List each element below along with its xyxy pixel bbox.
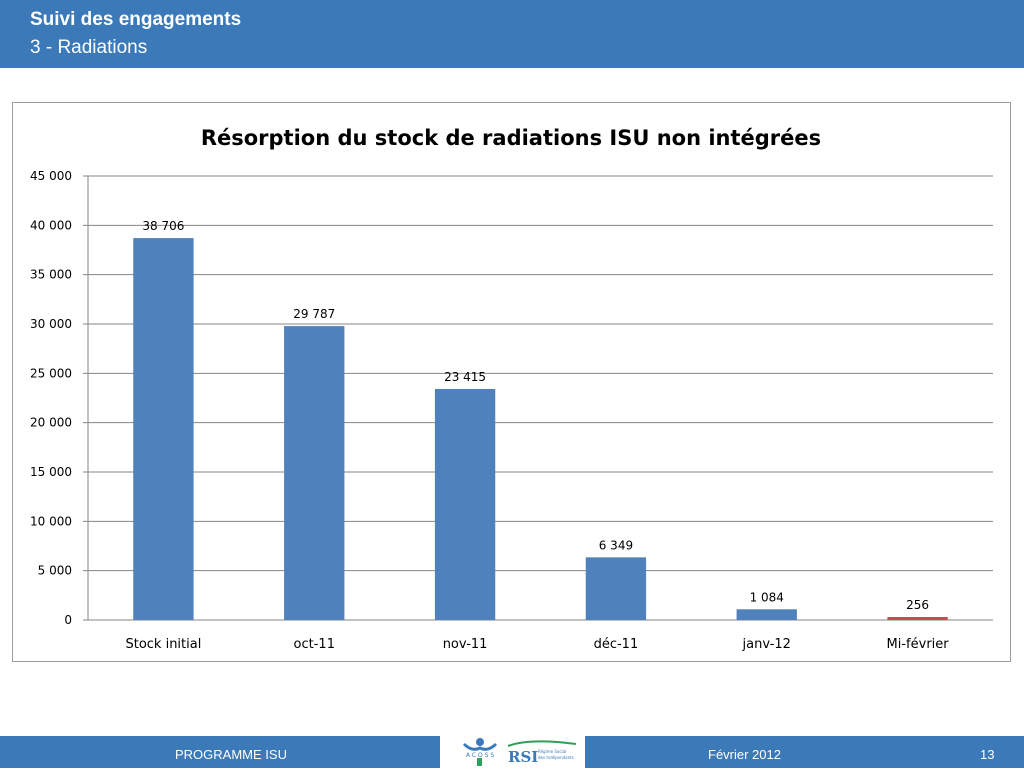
bar-1 <box>284 326 345 620</box>
bar-chart: Résorption du stock de radiations ISU no… <box>30 126 993 652</box>
y-tick-label: 25 000 <box>30 366 72 380</box>
chart-title: Résorption du stock de radiations ISU no… <box>201 126 821 150</box>
footer-logos: A C O S S RSI Régime Social des Indépend… <box>440 736 585 768</box>
data-label: 256 <box>906 598 929 612</box>
data-label: 6 349 <box>599 538 633 552</box>
data-label: 23 415 <box>444 370 486 384</box>
slide-title: Suivi des engagements <box>30 9 242 30</box>
footer-program: PROGRAMME ISU <box>175 747 287 762</box>
y-tick-label: 35 000 <box>30 268 72 282</box>
x-tick-label: janv-12 <box>742 637 791 652</box>
acoss-logo-text: A C O S S <box>466 752 494 759</box>
x-tick-label: Mi-février <box>887 637 950 652</box>
rsi-swoosh-icon <box>507 740 577 747</box>
slide-subtitle: 3 - Radiations <box>30 37 148 58</box>
data-label: 38 706 <box>142 219 184 233</box>
y-tick-label: 40 000 <box>30 218 72 232</box>
x-tick-label: déc-11 <box>594 637 639 652</box>
x-tick-label: Stock initial <box>125 637 201 652</box>
rsi-logo-text: RSI <box>508 748 538 766</box>
y-tick-label: 20 000 <box>30 416 72 430</box>
y-tick-label: 15 000 <box>30 465 72 479</box>
x-tick-label: oct-11 <box>294 637 335 652</box>
y-tick-label: 45 000 <box>30 169 72 183</box>
y-tick-label: 10 000 <box>30 514 72 528</box>
acoss-dot-icon <box>476 738 484 746</box>
bar-5 <box>887 617 948 620</box>
data-label: 29 787 <box>293 307 335 321</box>
bar-2 <box>434 388 496 620</box>
footer-date: Février 2012 <box>708 747 781 762</box>
data-label: 1 084 <box>750 590 784 604</box>
chart-frame: Résorption du stock de radiations ISU no… <box>12 102 1011 662</box>
rsi-logo: RSI Régime Social des Indépendants <box>507 740 577 766</box>
header-bar: Suivi des engagements 3 - Radiations <box>0 0 1024 68</box>
y-tick-label: 5 000 <box>38 564 72 578</box>
y-tick-label: 0 <box>64 613 72 627</box>
bar-0 <box>133 238 194 620</box>
footer-left: PROGRAMME ISU <box>0 736 440 768</box>
x-tick-label: nov-11 <box>443 637 488 652</box>
acoss-bar-icon <box>477 758 482 766</box>
bar-4 <box>736 609 797 620</box>
y-tick-label: 30 000 <box>30 317 72 331</box>
acoss-logo: A C O S S <box>462 738 498 766</box>
acoss-arc-icon <box>462 742 498 751</box>
logos: A C O S S RSI Régime Social des Indépend… <box>462 738 577 766</box>
rsi-logo-subtext-2: des Indépendants <box>538 755 574 760</box>
bar-3 <box>585 557 647 620</box>
footer-right: Février 2012 13 <box>585 736 1024 768</box>
rsi-logo-subtext-1: Régime Social <box>538 749 566 754</box>
footer-page-number: 13 <box>980 747 995 762</box>
